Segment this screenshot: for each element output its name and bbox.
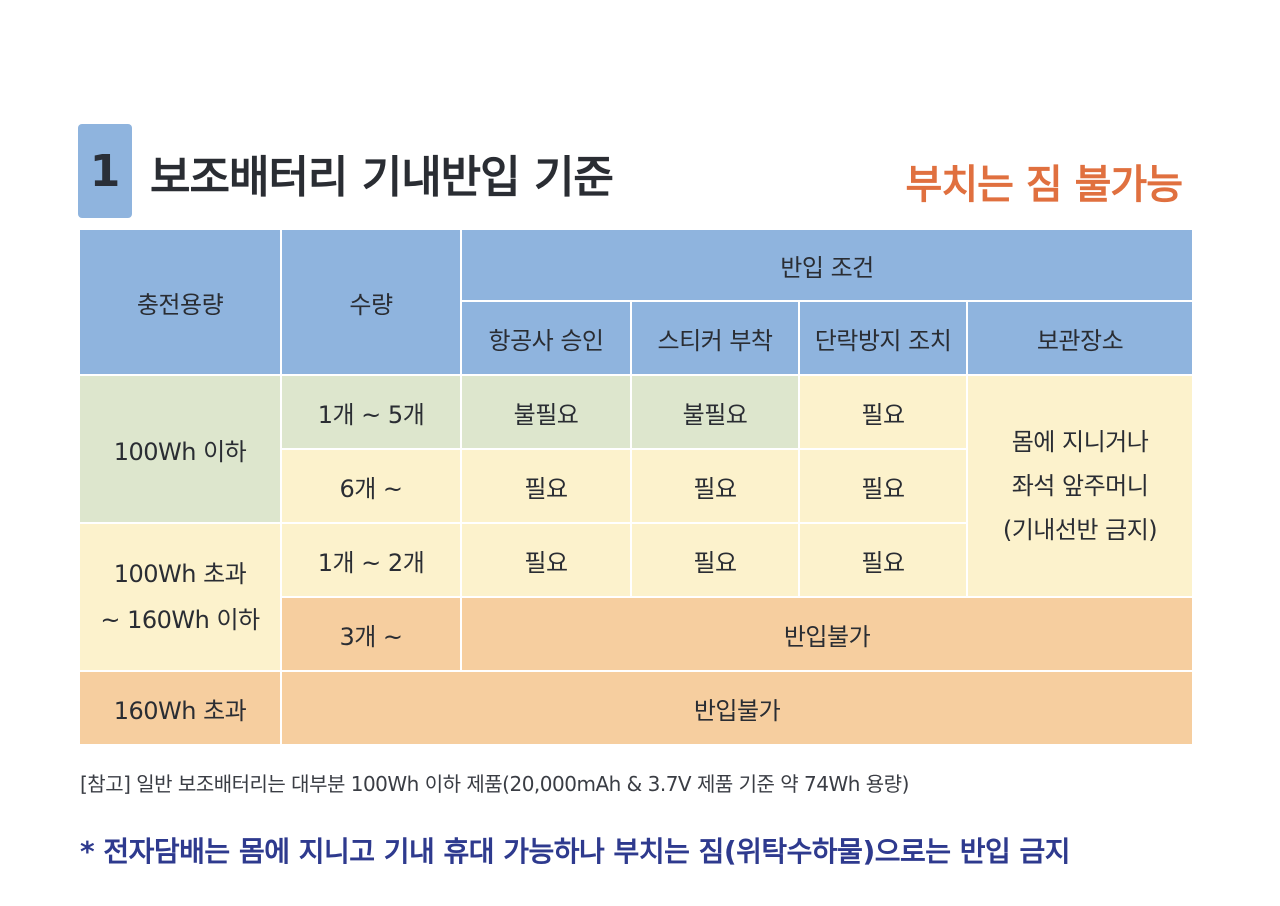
quantity-cell: 6개 ~ [280,448,462,524]
checked-baggage-notice: 부치는 짐 불가능 [905,162,1183,208]
storage-line: (기내선반 금지) [1002,516,1158,544]
quantity-cell: 1개 ~ 5개 [280,374,462,450]
quantity-cell: 1개 ~ 2개 [280,522,462,598]
reference-note: [참고] 일반 보조배터리는 대부분 100Wh 이하 제품(20,000mAh… [80,772,909,796]
capacity-cell: 160Wh 초과 [78,670,282,746]
page-title: 보조배터리 기내반입 기준 [150,152,614,203]
storage-line: 좌석 앞주머니 [1011,472,1149,500]
capacity-line: ~ 160Wh 이하 [100,606,260,634]
section-number-badge: 1 [78,124,132,218]
battery-rules-table: 충전용량 수량 반입 조건 항공사 승인 스티커 부착 단락방지 조치 보관장소… [78,228,1195,746]
airline-cell: 불필요 [460,374,632,450]
airline-cell: 필요 [460,448,632,524]
sticker-cell: 필요 [630,448,800,524]
storage-line: 몸에 지니거나 [1011,428,1149,456]
short-circuit-cell: 필요 [798,448,968,524]
not-allowed-cell: 반입불가 [279,670,1195,746]
capacity-cell: 100Wh 이하 [78,374,282,524]
short-circuit-cell: 필요 [798,374,968,450]
storage-cell: 몸에 지니거나 좌석 앞주머니 (기내선반 금지) [965,374,1195,598]
e-cigarette-warning: * 전자담배는 몸에 지니고 기내 휴대 가능하나 부치는 짐(위탁수하물)으로… [80,835,1071,868]
capacity-line: 100Wh 초과 [113,560,247,588]
header-quantity: 수량 [280,228,462,376]
header-conditions: 반입 조건 [459,228,1195,302]
header-airline-approval: 항공사 승인 [460,300,632,376]
sticker-cell: 필요 [630,522,800,598]
sticker-cell: 불필요 [630,374,800,450]
header-short-circuit: 단락방지 조치 [798,300,968,376]
short-circuit-cell: 필요 [798,522,968,598]
header-sticker: 스티커 부착 [630,300,800,376]
quantity-cell: 3개 ~ [280,596,462,672]
header-capacity: 충전용량 [78,228,282,376]
not-allowed-cell: 반입불가 [459,596,1195,672]
header-storage: 보관장소 [965,300,1195,376]
capacity-cell: 100Wh 초과 ~ 160Wh 이하 [78,522,282,672]
airline-cell: 필요 [460,522,632,598]
